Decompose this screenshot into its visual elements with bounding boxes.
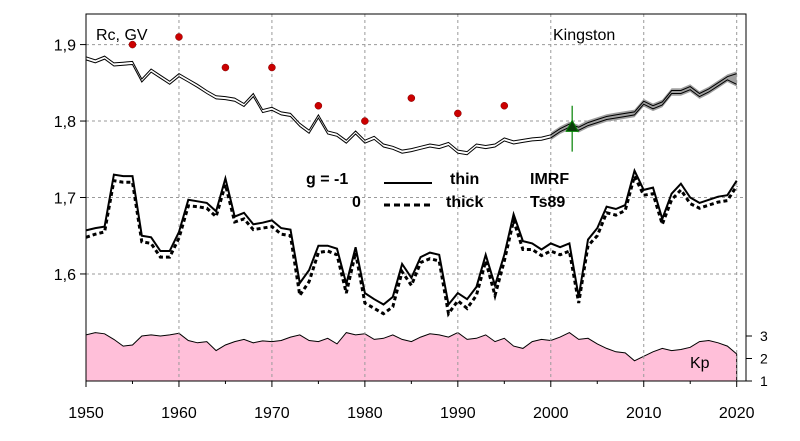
kp-area-layer <box>85 332 738 382</box>
y-tick-label-2: 1,8 <box>54 114 76 131</box>
legend-g-label: g = -1 <box>306 171 348 188</box>
series-upper-thin <box>85 55 737 153</box>
y-tick-label-1: 1,7 <box>54 191 76 208</box>
series-upper-thick <box>85 58 737 156</box>
x-tick-label-0: 1950 <box>68 405 104 422</box>
red-point-4 <box>314 102 323 110</box>
green-triangle-marker <box>565 119 580 132</box>
legend-g2-label: 0 <box>352 194 361 211</box>
legend: g = -1 0 thin thick IMRF Ts89 <box>306 171 569 211</box>
x-tick-label-7: 2020 <box>719 405 755 422</box>
legend-thin-label: thin <box>450 171 479 188</box>
y-tick-label-0: 1,6 <box>54 267 76 284</box>
x-tick-label-5: 2000 <box>533 405 569 422</box>
x-tick-label-1: 1960 <box>161 405 197 422</box>
red-point-6 <box>407 94 416 102</box>
red-point-1 <box>175 33 183 41</box>
series-layer <box>85 55 738 318</box>
red-point-0 <box>128 40 137 49</box>
x-tick-label-3: 1980 <box>347 405 383 422</box>
x-tick-label-4: 1990 <box>440 405 476 422</box>
red-point-8 <box>500 102 509 110</box>
x-tick-label-2: 1970 <box>254 405 290 422</box>
legend-ts89-label: Ts89 <box>530 194 565 211</box>
station-label: Kingston <box>553 27 615 44</box>
x-tick-label-6: 2010 <box>626 405 662 422</box>
legend-imrf-label: IMRF <box>530 171 569 188</box>
axis-layer: 1950 1960 1970 1980 1990 2000 2010 2020 1,6 1,7 1,… <box>54 38 768 422</box>
kp-area <box>85 332 738 382</box>
legend-thick-label: thick <box>446 194 483 211</box>
red-point-7 <box>454 109 462 118</box>
kp-tick-label-2: 3 <box>760 328 768 344</box>
series-lower-thick-ts89 <box>85 171 738 318</box>
y-axis-label: Rc, GV <box>96 27 148 44</box>
kp-label: Kp <box>690 355 710 372</box>
red-point-3 <box>268 63 276 72</box>
kp-tick-label-0: 1 <box>760 373 768 389</box>
marker-layer <box>128 33 580 152</box>
red-point-2 <box>221 63 230 72</box>
red-point-5 <box>361 117 369 125</box>
y-tick-label-3: 1,9 <box>54 38 76 55</box>
kp-tick-label-1: 2 <box>760 351 768 367</box>
